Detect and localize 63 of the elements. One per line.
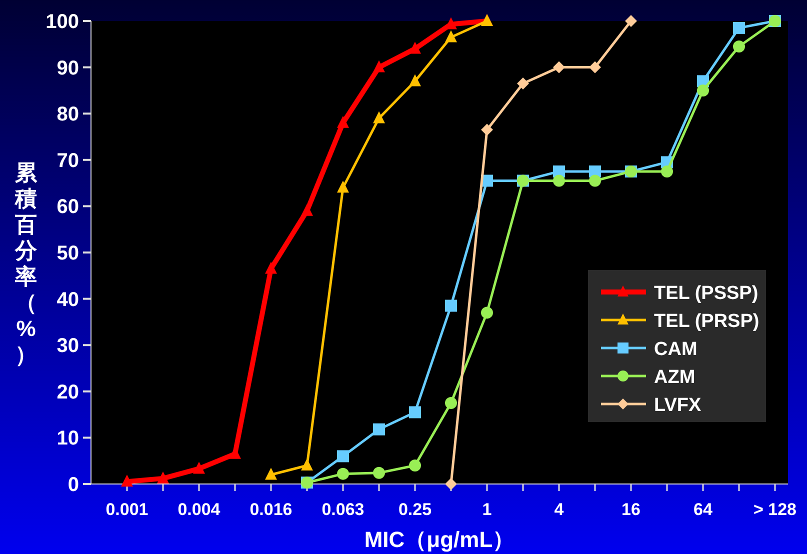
x-tick-label: 64: [694, 500, 713, 519]
point: [301, 204, 313, 216]
point: [337, 450, 349, 462]
y-tick-label: 100: [46, 11, 79, 33]
x-tick-label: 1: [482, 500, 492, 519]
legend-label: AZM: [654, 367, 696, 388]
y-tick-label: 0: [68, 474, 79, 496]
y-tick-label: 30: [56, 335, 79, 358]
legend-label: LVFX: [654, 395, 702, 416]
point: [445, 396, 457, 409]
y-tick-label: 50: [56, 242, 79, 264]
x-tick-label: 0.001: [106, 500, 148, 519]
legend-label: CAM: [654, 339, 698, 360]
legend-label: TEL (PRSP): [654, 311, 760, 332]
point: [733, 40, 745, 52]
point: [373, 60, 385, 72]
x-tick-label: 0.016: [250, 500, 292, 519]
point: [409, 74, 421, 86]
x-axis-title: MIC（μg/mL）: [364, 527, 515, 552]
y-tick-label: 20: [56, 381, 79, 404]
x-tick-label: 4: [554, 500, 564, 519]
point: [373, 111, 385, 124]
point: [265, 262, 277, 274]
point: [409, 459, 421, 472]
point: [409, 406, 421, 418]
point: [445, 478, 457, 490]
point: [337, 468, 349, 480]
point: [553, 61, 565, 74]
y-tick-label: 70: [56, 150, 79, 172]
x-tick-label: 16: [622, 500, 640, 519]
point: [337, 116, 349, 128]
x-tick-label: > 128: [753, 500, 797, 519]
y-tick-label: 80: [56, 104, 79, 126]
y-tick-label: 10: [56, 428, 79, 450]
legend-label: TEL (PSSP): [654, 283, 758, 304]
point: [337, 180, 349, 193]
x-tick-label: 0.004: [178, 500, 221, 519]
point: [589, 61, 601, 74]
point: [481, 306, 493, 319]
point: [265, 468, 277, 480]
point: [445, 300, 457, 312]
point: [589, 174, 601, 187]
point: [481, 124, 493, 136]
point: [373, 466, 385, 479]
point: [517, 78, 529, 90]
x-tick-label: 0.063: [322, 500, 364, 519]
y-axis-title: 累積百分率（%）: [14, 160, 38, 367]
point: [445, 30, 457, 42]
x-tick-label: 0.25: [398, 500, 432, 519]
point: [373, 423, 385, 436]
y-tick-label: 60: [56, 196, 79, 218]
point: [733, 22, 745, 34]
point: [553, 174, 565, 187]
point: [661, 165, 673, 178]
point: [625, 15, 637, 27]
point: [121, 474, 133, 487]
point: [697, 84, 709, 96]
y-tick-label: 40: [56, 288, 79, 311]
point: [157, 471, 169, 484]
y-tick-label: 90: [56, 57, 79, 80]
point: [409, 42, 421, 54]
point: [301, 458, 313, 470]
point: [193, 462, 205, 474]
